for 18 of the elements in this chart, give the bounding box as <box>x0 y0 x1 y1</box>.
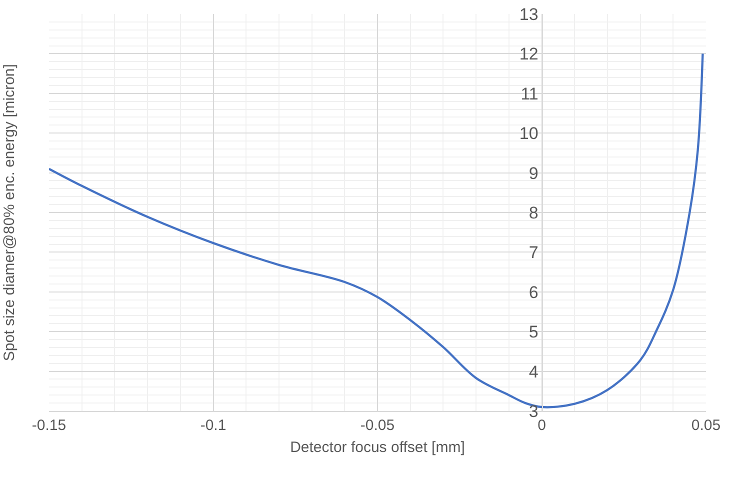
y-tick-label: 4 <box>528 362 538 382</box>
y-axis-title: Spot size diamer@80% enc. energy [micron] <box>1 64 18 362</box>
x-tick-label: 0 <box>538 417 546 434</box>
x-tick-label: -0.15 <box>32 417 66 434</box>
y-tick-label: 10 <box>519 124 538 144</box>
y-tick-label: 11 <box>520 84 538 104</box>
x-tick-label: -0.1 <box>200 417 226 434</box>
y-tick-label: 9 <box>528 164 538 183</box>
y-tick-label: 7 <box>528 243 538 262</box>
x-tick-label: -0.05 <box>360 417 395 434</box>
y-tick-label: 3 <box>528 402 538 421</box>
y-tick-label: 8 <box>528 203 538 222</box>
x-tick-label: 0.05 <box>691 417 721 434</box>
x-axis-title: Detector focus offset [mm] <box>290 439 465 456</box>
y-tick-label: 12 <box>519 44 538 64</box>
y-tick-label: 5 <box>528 322 538 342</box>
y-tick-label: 6 <box>528 282 538 302</box>
y-tick-label: 13 <box>519 4 538 24</box>
